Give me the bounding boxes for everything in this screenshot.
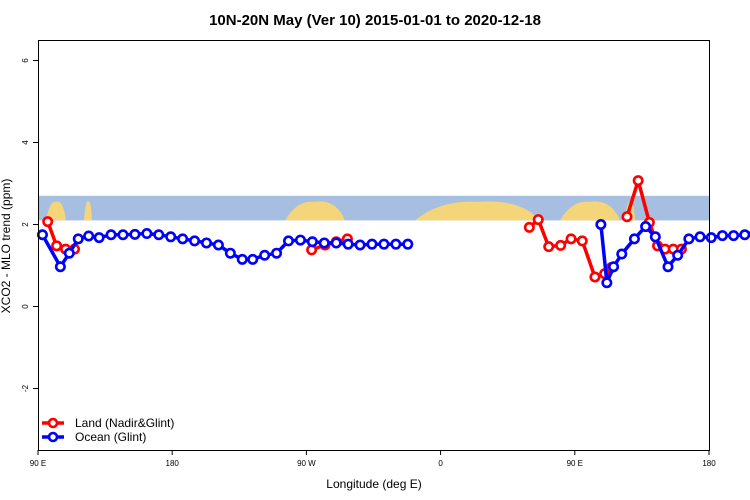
data-point [621, 211, 633, 223]
y-axis: 6 4 2 0 -2 [21, 58, 38, 392]
data-point [63, 247, 75, 259]
data-point [532, 214, 544, 226]
data-point [632, 175, 644, 187]
data-point [165, 231, 177, 243]
data-point [672, 249, 684, 261]
data-point [390, 238, 402, 250]
data-point [42, 216, 54, 228]
data-point [294, 234, 306, 246]
map-background-band [38, 195, 709, 221]
plot-frame [38, 40, 710, 451]
data-point [662, 261, 674, 273]
data-point [51, 240, 63, 252]
legend: Land (Nadir&Glint)Ocean (Glint) [42, 416, 174, 444]
data-point [330, 237, 342, 249]
data-point [247, 253, 259, 265]
y-tick-label: 4 [21, 140, 30, 145]
data-point [595, 219, 607, 231]
series-land [42, 175, 687, 283]
data-point [705, 232, 717, 244]
data-point [728, 230, 740, 242]
x-axis-label: Longitude (deg E) [326, 477, 421, 491]
data-point [236, 253, 248, 265]
land-shape [560, 201, 620, 221]
data-point [523, 221, 535, 233]
data-point [200, 237, 212, 249]
data-point [649, 231, 661, 243]
legend-marker [47, 417, 59, 429]
data-point [543, 241, 555, 253]
data-point [589, 271, 601, 283]
data-point [153, 229, 165, 241]
data-point [366, 238, 378, 250]
data-point [72, 233, 84, 245]
y-tick-label: 6 [21, 58, 30, 63]
data-point [83, 230, 95, 242]
data-point [402, 238, 414, 250]
data-point [576, 235, 588, 247]
y-tick-label: 0 [21, 304, 30, 309]
data-point [141, 228, 153, 240]
data-point [212, 239, 224, 251]
data-point [306, 236, 318, 248]
data-point [129, 228, 141, 240]
x-tick-label: 0 [438, 459, 443, 468]
legend-label: Ocean (Glint) [75, 430, 146, 444]
data-point [93, 232, 105, 244]
data-point [555, 239, 567, 251]
x-tick-label: 180 [702, 459, 716, 468]
data-point [54, 261, 66, 273]
data-point [189, 235, 201, 247]
y-tick-label: 2 [21, 222, 30, 227]
data-point [354, 239, 366, 251]
data-point [601, 277, 613, 289]
data-point [224, 247, 236, 259]
x-tick-label: 90 W [297, 459, 316, 468]
data-point [694, 231, 706, 243]
data-point [608, 261, 620, 273]
series-layer [36, 175, 750, 289]
chart-title: 10N-20N May (Ver 10) 2015-01-01 to 2020-… [209, 12, 541, 29]
x-tick-label: 90 E [567, 459, 583, 468]
data-point [342, 238, 354, 250]
data-point [105, 229, 117, 241]
series-line [599, 224, 750, 285]
data-point [177, 233, 189, 245]
data-point [683, 233, 695, 245]
x-tick-label: 180 [166, 459, 180, 468]
data-point [565, 233, 577, 245]
data-point [318, 237, 330, 249]
data-point [716, 230, 728, 242]
y-axis-label: XCO2 - MLO trend (ppm) [0, 179, 13, 314]
data-point [283, 235, 295, 247]
land-shape [415, 201, 540, 221]
y-tick-label: -2 [21, 384, 30, 392]
data-point [739, 229, 750, 241]
land-shape [84, 201, 92, 221]
data-point [36, 229, 48, 241]
data-point [117, 229, 129, 241]
series-ocean [36, 219, 750, 289]
data-point [616, 248, 628, 260]
legend-label: Land (Nadir&Glint) [75, 416, 174, 430]
data-point [628, 233, 640, 245]
land-shape [46, 201, 66, 221]
land-shape [285, 201, 345, 221]
data-point [378, 238, 390, 250]
legend-marker [47, 431, 59, 443]
data-point [640, 221, 652, 233]
x-axis: 90 E 180 90 W 0 90 E 180 [30, 450, 716, 468]
data-point [259, 249, 271, 261]
x-tick-label: 90 E [30, 459, 46, 468]
data-point [271, 247, 283, 259]
